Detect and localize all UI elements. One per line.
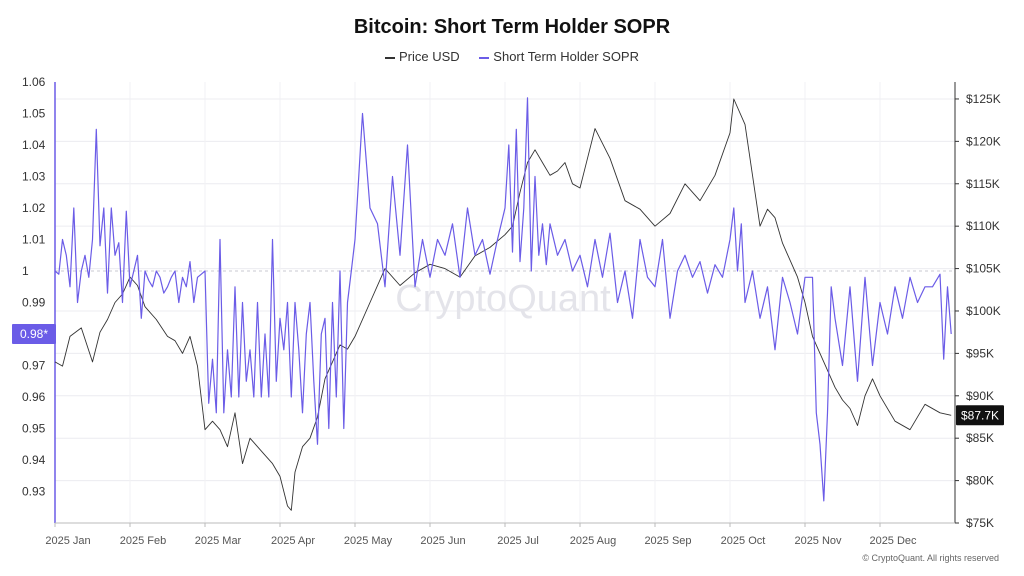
y-right-tick-label: $85K <box>966 431 994 445</box>
y-right-tick-label: $120K <box>966 134 1001 148</box>
y-left-tick-label: 1.03 <box>22 170 46 184</box>
sopr-current-badge-label: 0.98* <box>20 327 48 341</box>
x-tick-label: 2025 May <box>344 535 393 547</box>
price-series-line <box>54 98 952 511</box>
y-left-tick-label: 1.02 <box>22 201 46 215</box>
y-right-tick-label: $95K <box>966 346 994 360</box>
badge-layer: 0.98* $87.7K <box>12 324 1004 426</box>
chart-title: Bitcoin: Short Term Holder SOPR <box>353 16 671 38</box>
x-tick-label: 2025 Sep <box>644 535 691 547</box>
y-right-tick-label: $90K <box>966 389 994 403</box>
x-tick-label: 2025 Dec <box>869 535 917 547</box>
legend-item-price[interactable]: Price USD <box>384 49 460 64</box>
x-tick-label: 2025 Nov <box>794 535 842 547</box>
y-left-tick-label: 1.05 <box>22 107 46 121</box>
y-left-tick-label: 0.95 <box>22 422 46 436</box>
y-left-tick-label: 1.06 <box>22 75 46 89</box>
y-left-tick-label: 0.99 <box>22 296 46 310</box>
x-tick-label: 2025 Oct <box>721 535 766 547</box>
copyright-notice: © CryptoQuant. All rights reserved <box>862 553 999 563</box>
y-right-tick-label: $110K <box>966 219 1000 233</box>
x-tick-label: 2025 Jul <box>497 535 539 547</box>
x-tick-label: 2025 Apr <box>271 535 315 547</box>
y-left-tick-label: 1 <box>22 264 29 278</box>
legend-label-price: Price USD <box>398 49 460 64</box>
series-layer <box>54 97 952 511</box>
y-left-tick-label: 0.94 <box>22 453 46 467</box>
price-current-badge <box>956 405 1004 426</box>
sopr-current-badge <box>12 324 56 344</box>
y-left-tick-label: 0.96 <box>22 390 46 404</box>
axis-layer: 0.930.940.950.960.970.980.9911.011.021.0… <box>22 75 1001 547</box>
legend-swatch-price <box>384 56 395 59</box>
legend-label-sopr: Short Term Holder SOPR <box>493 49 639 64</box>
y-right-tick-label: $80K <box>966 474 994 488</box>
legend-item-sopr[interactable]: Short Term Holder SOPR <box>479 49 639 64</box>
x-tick-label: 2025 Jun <box>420 535 465 547</box>
y-left-tick-label: 1.01 <box>22 233 46 247</box>
legend-swatch-sopr <box>479 56 490 59</box>
y-right-tick-label: $100K <box>966 304 1001 318</box>
price-current-badge-label: $87.7K <box>961 408 999 422</box>
y-right-tick-label: $115K <box>966 177 1000 191</box>
x-tick-label: 2025 Aug <box>570 535 617 547</box>
y-right-tick-label: $105K <box>966 262 1001 276</box>
x-tick-label: 2025 Jan <box>45 535 90 547</box>
y-right-tick-label: $75K <box>966 516 994 530</box>
chart-legend: Price USD Short Term Holder SOPR <box>0 49 1024 64</box>
watermark-text: CryptoQuant <box>395 278 611 320</box>
y-left-tick-label: 0.93 <box>22 485 46 499</box>
sopr-series-line <box>54 97 952 502</box>
x-tick-label: 2025 Mar <box>195 535 242 547</box>
y-left-tick-label: 0.97 <box>22 359 46 373</box>
y-right-tick-label: $125K <box>966 92 1001 106</box>
y-left-tick-label: 1.04 <box>22 138 46 152</box>
x-tick-label: 2025 Feb <box>120 535 166 547</box>
